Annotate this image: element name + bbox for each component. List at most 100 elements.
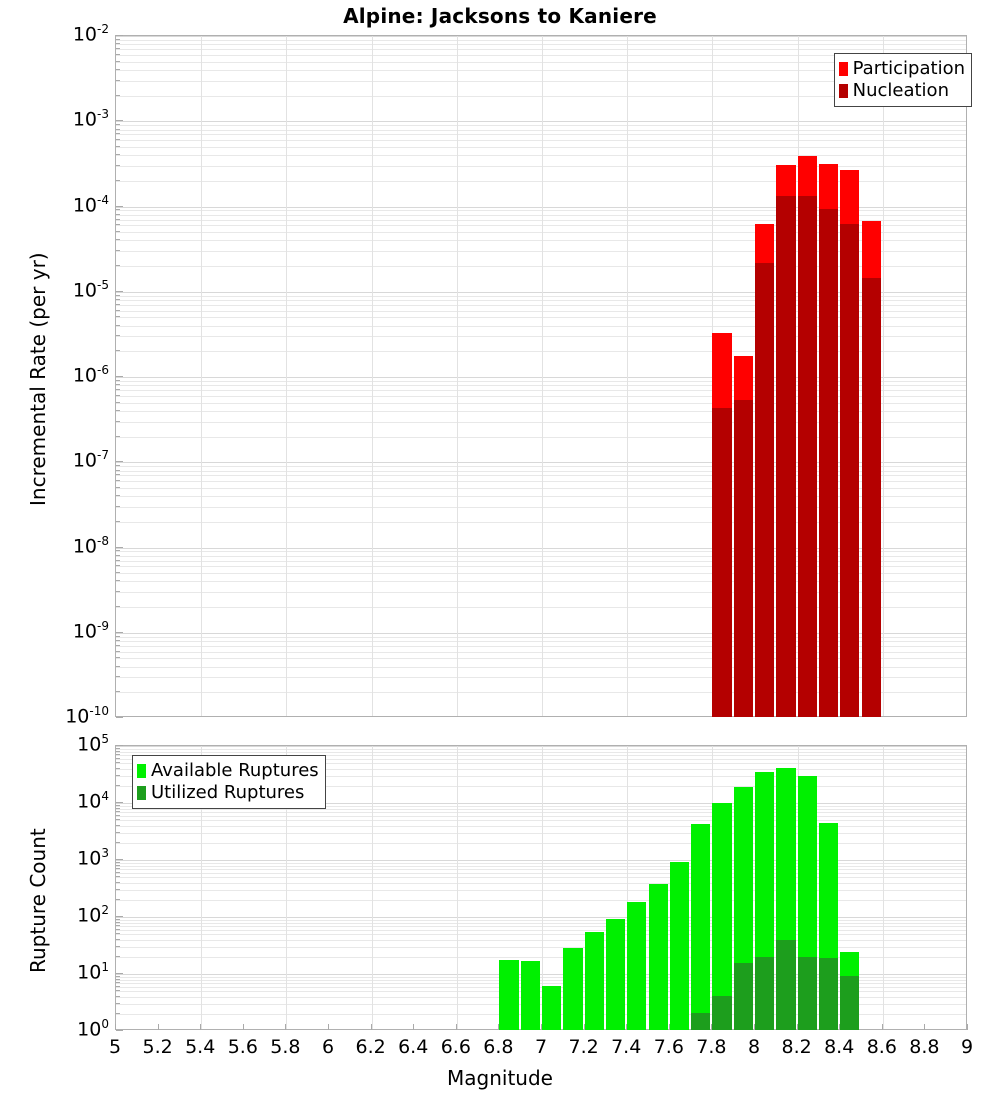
y-tick-mark — [116, 79, 120, 81]
gridline — [116, 860, 966, 861]
gridline — [116, 748, 966, 750]
y-tick-label: 10-7 — [72, 448, 109, 472]
gridline — [116, 581, 966, 583]
gridline-vertical — [371, 746, 373, 1029]
gridline — [116, 882, 966, 884]
gridline — [116, 214, 966, 216]
x-tick-label: 6.8 — [483, 1036, 514, 1058]
y-tick-mark — [116, 420, 120, 422]
gridline — [116, 121, 966, 123]
bar-segment-total — [691, 824, 711, 1030]
bar-segment-sub — [840, 975, 860, 1030]
y-tick-label: 105 — [77, 732, 109, 756]
x-tick-label: 7.4 — [611, 1036, 642, 1058]
bar-segment-total — [520, 961, 540, 1030]
y-tick-mark — [116, 303, 120, 305]
gridline — [116, 232, 966, 234]
y-tick-label: 10-8 — [72, 533, 109, 557]
y-tick-mark — [116, 881, 120, 883]
gridline — [116, 240, 966, 242]
x-tick-mark — [285, 1024, 287, 1030]
x-tick-mark — [455, 1024, 457, 1030]
gridline — [116, 80, 966, 82]
gridline — [116, 69, 966, 71]
gridline-vertical — [201, 36, 203, 716]
y-tick-mark — [116, 401, 120, 403]
x-tick-label: 5 — [108, 1036, 122, 1058]
bar-segment-sub — [776, 195, 796, 717]
gridline — [116, 54, 966, 56]
gridline — [116, 317, 966, 319]
y-tick-mark — [116, 635, 120, 637]
legend-item[interactable]: Nucleation — [838, 80, 965, 102]
y-tick-label: 10-4 — [72, 192, 109, 216]
gridline — [116, 206, 966, 208]
y-tick-mark — [116, 554, 120, 556]
bar-segment-sub — [818, 958, 839, 1030]
y-tick-mark — [116, 933, 120, 935]
y-tick-mark — [116, 565, 120, 567]
gridline — [116, 295, 966, 297]
y-tick-label: 10-5 — [72, 277, 109, 302]
y-tick-mark — [116, 495, 120, 497]
x-tick-mark — [967, 1024, 968, 1030]
gridline — [116, 877, 966, 879]
y-tick-mark — [116, 757, 120, 759]
gridline — [116, 336, 966, 338]
gridline — [116, 521, 966, 523]
x-tick-label: 5.4 — [185, 1036, 216, 1058]
x-axis-label: Magnitude — [447, 1066, 553, 1090]
y-tick-mark — [116, 921, 120, 923]
y-tick-mark — [116, 335, 120, 337]
gridline — [116, 592, 966, 594]
y-tick-mark — [116, 324, 120, 326]
x-tick-mark — [754, 1024, 755, 1030]
bar-segment-sub — [840, 224, 860, 717]
y-tick-mark — [116, 657, 120, 659]
y-tick-mark — [116, 350, 120, 352]
y-tick-mark — [116, 559, 120, 561]
legend-item[interactable]: Available Ruptures — [137, 760, 319, 782]
y-tick-mark — [116, 644, 120, 646]
gridline — [116, 820, 966, 822]
y-tick-mark — [116, 48, 120, 50]
gridline — [116, 225, 966, 227]
legend-label: Nucleation — [852, 80, 949, 101]
gridline — [116, 251, 966, 253]
gridline-vertical — [542, 36, 543, 716]
legend-swatch-icon — [137, 764, 146, 778]
x-tick-mark — [668, 1024, 670, 1030]
y-tick-mark — [116, 154, 120, 156]
gridline — [116, 44, 966, 46]
x-tick-mark — [626, 1024, 628, 1030]
legend-swatch-icon — [137, 786, 146, 800]
gridline — [116, 775, 966, 777]
x-tick-label: 6.6 — [440, 1036, 471, 1058]
y-tick-mark — [116, 1012, 120, 1014]
x-tick-mark — [328, 1024, 329, 1030]
legend-item[interactable]: Utilized Ruptures — [137, 782, 319, 804]
gridline — [116, 979, 966, 981]
y-tick-mark — [116, 871, 120, 873]
gridline — [116, 842, 966, 844]
y-tick-mark — [116, 38, 120, 40]
y-tick-mark — [116, 747, 120, 749]
legend-item[interactable]: Participation — [838, 58, 965, 80]
gridline — [116, 865, 966, 867]
gridline — [116, 125, 966, 127]
bar-segment-total — [563, 947, 583, 1030]
gridline — [116, 815, 966, 817]
y-tick-mark — [116, 814, 120, 816]
y-tick-mark — [116, 520, 120, 522]
x-tick-label: 6.2 — [355, 1036, 386, 1058]
y-tick-mark — [116, 784, 120, 786]
gridline — [116, 291, 966, 293]
y-tick-mark — [116, 859, 123, 860]
y-tick-mark — [116, 888, 120, 890]
bar-segment-total — [542, 985, 562, 1030]
gridline — [116, 982, 966, 984]
y-tick-mark — [116, 465, 120, 467]
legend-label: Participation — [852, 58, 965, 79]
bottom-legend: Available Ruptures Utilized Ruptures — [132, 755, 326, 809]
gridline — [116, 377, 966, 378]
